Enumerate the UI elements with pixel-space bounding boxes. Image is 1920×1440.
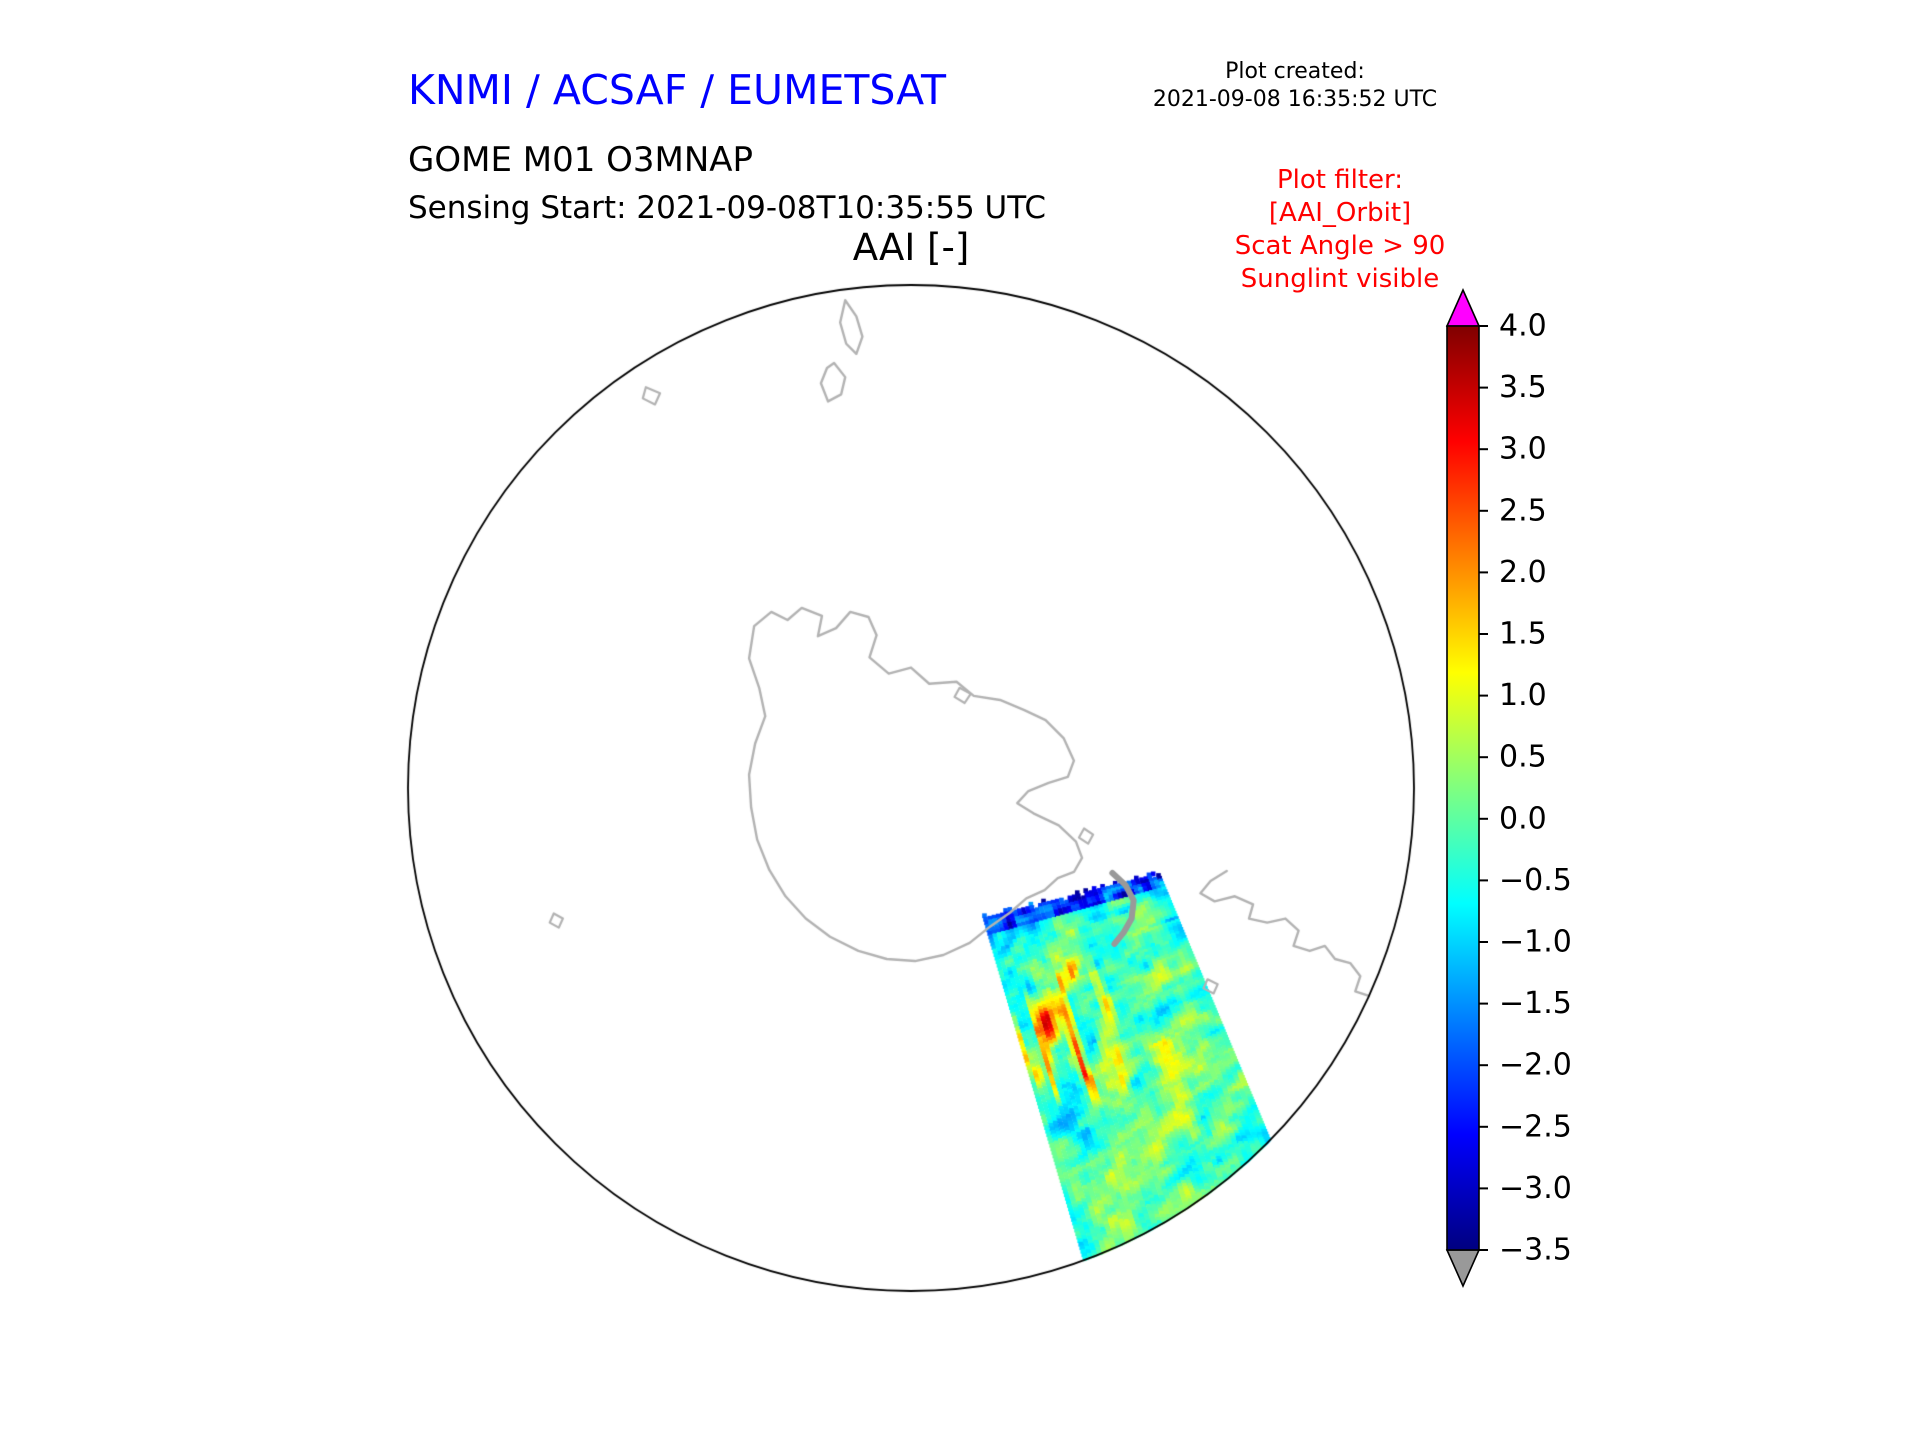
colorbar-gradient-bar: [1446, 325, 1480, 1251]
plot-created-value: 2021-09-08 16:35:52 UTC: [1152, 87, 1438, 112]
plot-created-label: Plot created:: [1225, 59, 1365, 84]
plot-filter-block: Plot filter: [AAI_Orbit] Scat Angle > 90…: [1145, 164, 1535, 296]
colorbar-tick-label: 4.0: [1499, 309, 1547, 344]
colorbar-tick-label: 1.0: [1499, 678, 1547, 713]
colorbar-tick-label: −3.0: [1499, 1171, 1572, 1206]
organisation-title: KNMI / ACSAF / EUMETSAT: [408, 66, 947, 114]
map-title: AAI [-]: [852, 226, 970, 269]
colorbar-tick-label: −1.5: [1499, 986, 1572, 1021]
colorbar-tick-label: 0.5: [1499, 740, 1547, 775]
colorbar-tick-label: −2.0: [1499, 1048, 1572, 1083]
colorbar-tick-label: 1.5: [1499, 617, 1547, 652]
colorbar: 4.0 3.5 3.0 2.5 2.0 1.5 1.0 0.5 0.0 −0.5 −1.0 −1.5 −…: [1445, 288, 1572, 1288]
colorbar-over-arrow: [1445, 288, 1481, 327]
colorbar-ticks: 4.0 3.5 3.0 2.5 2.0 1.5 1.0 0.5 0.0 −0.5 −1.0 −1.5 −…: [1479, 309, 1572, 1268]
colorbar-tick-label: 3.5: [1499, 370, 1547, 405]
colorbar-tick-label: −2.5: [1499, 1109, 1572, 1144]
colorbar-tick-label: −1.0: [1499, 925, 1572, 960]
colorbar-under-arrow: [1445, 1249, 1481, 1288]
colorbar-tick-label: 2.0: [1499, 555, 1547, 590]
sensing-start-line: Sensing Start: 2021-09-08T10:35:55 UTC: [408, 190, 1046, 226]
plot-created-block: Plot created: 2021-09-08 16:35:52 UTC: [1100, 58, 1490, 114]
colorbar-tick-label: −0.5: [1499, 863, 1572, 898]
polar-map-canvas: [405, 282, 1417, 1294]
colorbar-tick-label: 2.5: [1499, 493, 1547, 528]
colorbar-tick-label: 0.0: [1499, 801, 1547, 836]
plot-filter-line: Scat Angle > 90: [1234, 231, 1446, 261]
colorbar-tick-label: −3.5: [1499, 1233, 1572, 1268]
plot-filter-line: Plot filter:: [1276, 165, 1404, 195]
colorbar-tick-label: 3.0: [1499, 432, 1547, 467]
product-title: GOME M01 O3MNAP: [408, 140, 754, 180]
plot-filter-line: [AAI_Orbit]: [1268, 198, 1412, 228]
